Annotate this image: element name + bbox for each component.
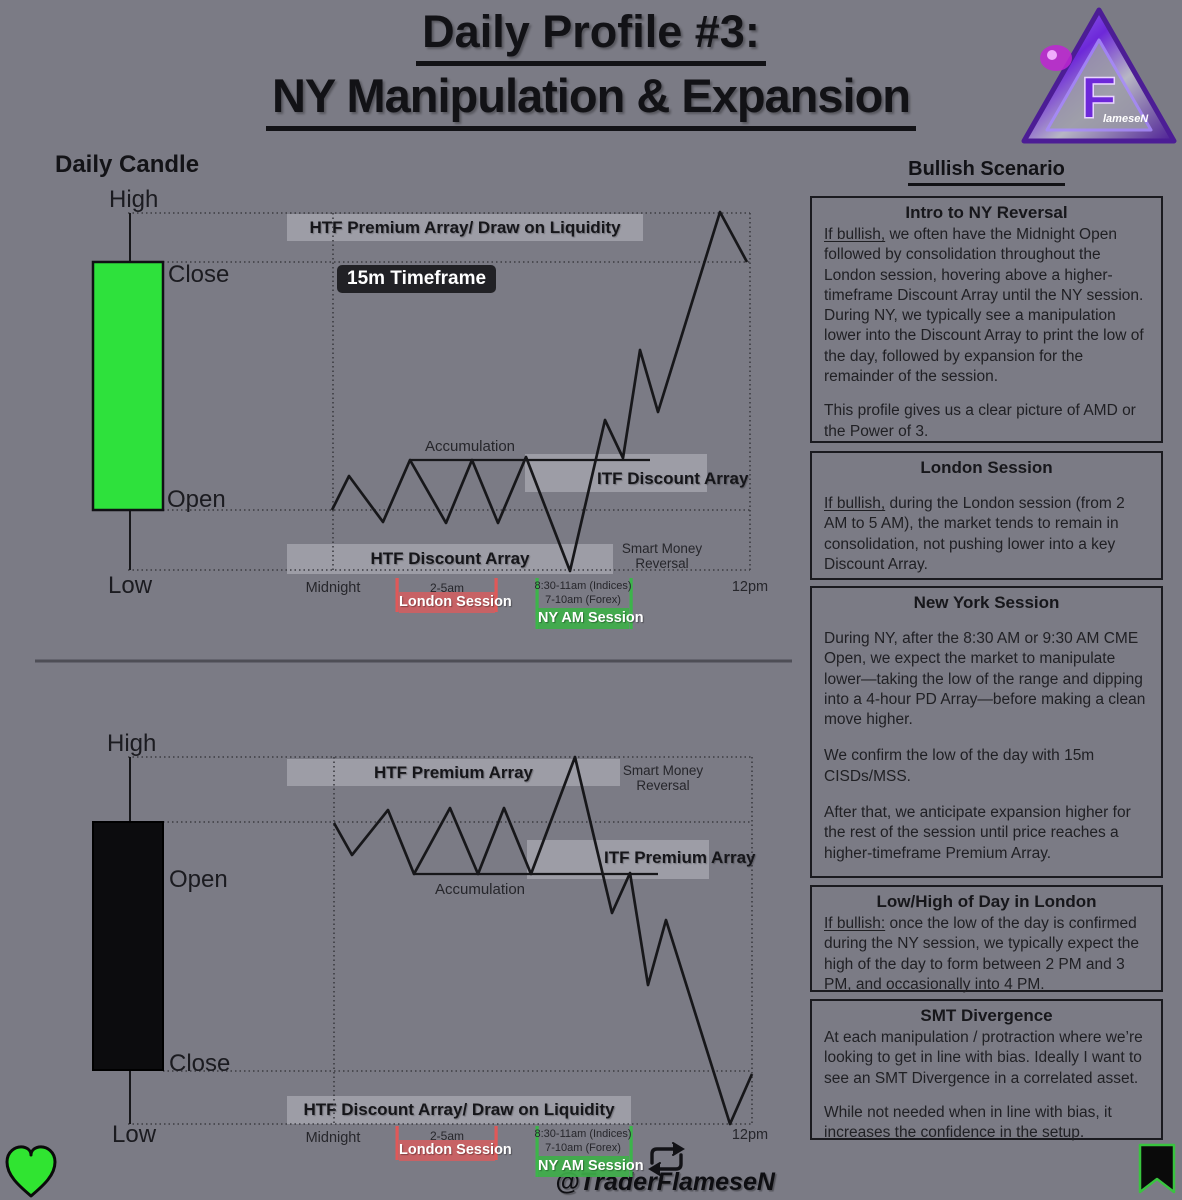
panel-body: If bullish, during the London session (f… <box>824 495 1125 573</box>
london-session-label-bottom: London Session <box>399 1140 512 1161</box>
panel-body: We confirm the low of the day with 15m C… <box>824 747 1095 785</box>
axis-midnight-top: Midnight <box>305 580 361 596</box>
axis-noon-bottom: 12pm <box>731 1127 769 1143</box>
timeframe-badge: 15m Timeframe <box>337 265 497 293</box>
top-high-label: High <box>109 186 159 213</box>
panel-body: After that, we anticipate expansion high… <box>824 804 1131 862</box>
bullish-daily-candle <box>91 260 165 512</box>
smart-money-reversal-top: Smart Money Reversal <box>621 541 703 571</box>
htf-discount-array-bar-top: HTF Discount Array <box>287 544 613 574</box>
bottom-low-label: Low <box>112 1121 157 1148</box>
accumulation-label-top: Accumulation <box>424 438 516 455</box>
price-path-bearish <box>332 755 754 1126</box>
ny-am-session-label-top: NY AM Session <box>538 608 644 629</box>
axis-ny-time1-bottom: 8:30-11am (Indices) <box>534 1128 632 1140</box>
panel-body: If bullish: once the low of the day is c… <box>824 915 1140 993</box>
panel-title: SMT Divergence <box>920 1006 1053 1025</box>
htf-discount-array-label-bottom: HTF Discount Array/ Draw on Liquidity <box>303 1100 615 1119</box>
page-title: Daily Profile #3: <box>0 6 1182 66</box>
panel-body: At each manipulation / protraction where… <box>824 1029 1143 1087</box>
panel-title: New York Session <box>913 593 1060 612</box>
panel-body: During NY, after the 8:30 AM or 9:30 AM … <box>824 630 1146 729</box>
panel-new-york-session: New York Session During NY, after the 8:… <box>810 586 1163 878</box>
panel-title: Low/High of Day in London <box>876 892 1097 911</box>
axis-london-time-top: 2-5am <box>429 581 465 595</box>
panel-smt-divergence: SMT Divergence At each manipulation / pr… <box>810 999 1163 1141</box>
bullish-scenario-heading: Bullish Scenario <box>810 158 1163 186</box>
axis-noon-top: 12pm <box>731 579 769 595</box>
top-low-label: Low <box>108 572 153 599</box>
panel-body: This profile gives us a clear picture of… <box>824 402 1136 440</box>
smart-money-reversal-bottom: Smart Money Reversal <box>622 763 704 793</box>
bottom-open-label: Open <box>169 866 228 893</box>
axis-ny-time2-bottom: 7-10am (Forex) <box>545 1142 621 1154</box>
ny-am-session-label-bottom: NY AM Session <box>538 1156 644 1177</box>
accumulation-label-bottom: Accumulation <box>434 881 526 898</box>
page-title-line1: Daily Profile #3: <box>416 6 766 66</box>
panel-title: Intro to NY Reversal <box>905 203 1068 222</box>
page-subtitle: NY Manipulation & Expansion <box>0 68 1182 131</box>
htf-premium-array-label-top: HTF Premium Array/ Draw on Liquidity <box>309 218 621 237</box>
axis-midnight-bottom: Midnight <box>305 1130 361 1146</box>
htf-premium-array-bar-bottom: HTF Premium Array <box>287 759 620 786</box>
bottom-close-label: Close <box>169 1050 231 1077</box>
panel-body: If bullish, we often have the Midnight O… <box>824 226 1144 386</box>
axis-ny-time1-top: 8:30-11am (Indices) <box>534 580 632 592</box>
page-title-line2: NY Manipulation & Expansion <box>265 68 917 131</box>
bearish-daily-candle <box>92 821 164 1071</box>
itf-discount-array-label: ITF Discount Array <box>597 469 749 488</box>
htf-premium-array-bar-top: HTF Premium Array/ Draw on Liquidity <box>287 214 643 241</box>
panel-intro-to-ny-reversal: Intro to NY Reversal If bullish, we ofte… <box>810 196 1163 443</box>
london-session-label-top: London Session <box>399 592 512 613</box>
top-chart-heading: Daily Candle <box>55 151 200 178</box>
panel-body: While not needed when in line with bias,… <box>824 1103 1112 1142</box>
panel-london-session: London Session If bullish, during the Lo… <box>810 451 1163 580</box>
htf-premium-array-label-bottom: HTF Premium Array <box>373 763 534 782</box>
htf-discount-array-label-top: HTF Discount Array <box>370 549 530 568</box>
axis-ny-time2-top: 7-10am (Forex) <box>545 594 621 606</box>
itf-premium-array-label: ITF Premium Array <box>604 848 756 867</box>
top-close-label: Close <box>168 261 230 288</box>
panel-title: London Session <box>920 458 1053 477</box>
axis-london-time-bottom: 2-5am <box>429 1129 465 1143</box>
top-open-label: Open <box>167 486 226 513</box>
bottom-high-label: High <box>107 730 157 757</box>
panel-low-high-of-day: Low/High of Day in London If bullish: on… <box>810 885 1163 993</box>
htf-discount-array-bar-bottom: HTF Discount Array/ Draw on Liquidity <box>287 1096 631 1124</box>
